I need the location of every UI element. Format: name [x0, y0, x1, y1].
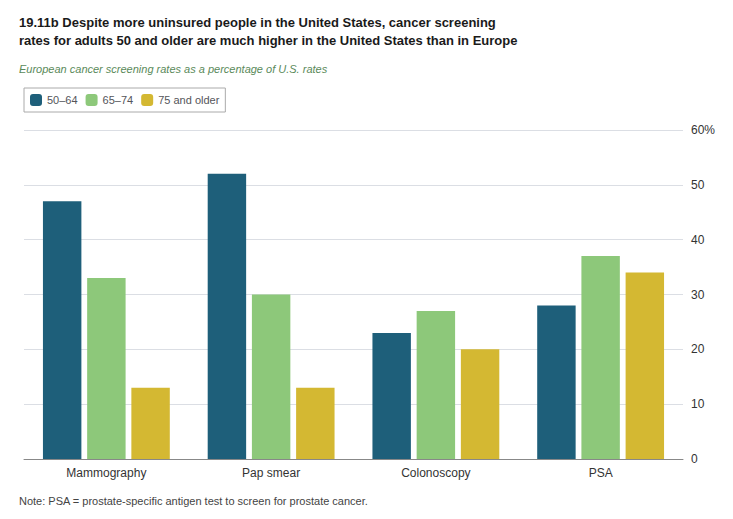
svg-text:0: 0 — [691, 452, 698, 466]
svg-text:PSA: PSA — [589, 466, 613, 480]
svg-text:Mammography: Mammography — [66, 466, 146, 480]
svg-text:19.11b Despite more uninsured: 19.11b Despite more uninsured people in … — [19, 15, 496, 30]
svg-text:50–64: 50–64 — [47, 94, 78, 106]
svg-text:40: 40 — [691, 233, 705, 247]
svg-text:60%: 60% — [691, 123, 715, 137]
svg-text:20: 20 — [691, 342, 705, 356]
svg-text:30: 30 — [691, 288, 705, 302]
svg-text:65–74: 65–74 — [103, 94, 134, 106]
svg-text:Pap smear: Pap smear — [242, 466, 300, 480]
svg-text:rates for adults 50 and older: rates for adults 50 and older are much h… — [19, 33, 517, 48]
svg-text:75 and older: 75 and older — [158, 94, 219, 106]
svg-text:50: 50 — [691, 178, 705, 192]
svg-text:European cancer screening rate: European cancer screening rates as a per… — [19, 63, 328, 75]
svg-text:Note: PSA = prostate-specific: Note: PSA = prostate-specific antigen te… — [19, 495, 368, 507]
svg-text:10: 10 — [691, 397, 705, 411]
svg-text:Colonoscopy: Colonoscopy — [401, 466, 470, 480]
